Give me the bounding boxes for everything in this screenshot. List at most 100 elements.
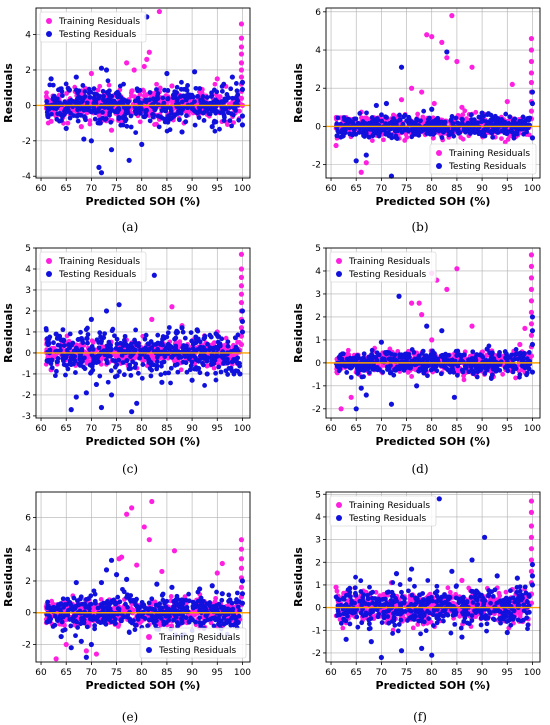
testing-point — [369, 347, 375, 353]
testing-point — [87, 362, 93, 368]
y-tick-label: -2 — [22, 137, 31, 147]
x-tick-label: 90 — [476, 184, 488, 194]
testing-point — [206, 111, 212, 117]
testing-point — [201, 117, 207, 123]
training-point — [219, 560, 225, 567]
testing-point — [235, 355, 241, 361]
testing-point — [174, 362, 180, 367]
testing-point — [194, 366, 200, 372]
training-point — [95, 87, 101, 93]
testing-point — [217, 126, 222, 132]
x-tick-label: 90 — [476, 424, 488, 434]
y-tick-label: 4 — [25, 545, 31, 555]
testing-point — [140, 362, 146, 367]
training-point — [171, 548, 178, 554]
testing-point — [414, 383, 420, 389]
testing-point — [398, 364, 404, 370]
testing-point — [482, 133, 488, 139]
testing-point — [73, 370, 78, 375]
testing-point — [234, 359, 240, 365]
x-tick-label: 60 — [35, 424, 47, 434]
training-point — [333, 142, 339, 149]
x-tick-label: 60 — [325, 424, 337, 434]
testing-point — [522, 365, 528, 371]
testing-point — [148, 373, 154, 379]
training-point — [429, 337, 435, 343]
testing-point — [369, 363, 375, 369]
testing-point — [55, 342, 61, 348]
x-tick-label: 75 — [401, 184, 412, 194]
training-point — [141, 88, 147, 94]
training-point — [156, 8, 162, 15]
testing-point — [411, 350, 417, 355]
training-point — [409, 85, 415, 91]
testing-point — [374, 116, 380, 121]
testing-point — [178, 86, 184, 92]
testing-point — [117, 99, 123, 105]
training-point — [238, 546, 245, 552]
training-point — [131, 67, 137, 73]
testing-point — [65, 85, 71, 91]
training-point — [87, 118, 93, 124]
testing-point — [112, 333, 117, 339]
training-point — [124, 60, 130, 66]
testing-point — [366, 134, 372, 140]
testing-point — [91, 100, 97, 106]
panel-c: 60 65 70 75 80 85 90 95 100-3-2-1012345Predicted… — [2, 244, 251, 448]
testing-point — [373, 102, 379, 109]
testing-point — [88, 316, 94, 322]
testing-point — [53, 105, 59, 111]
testing-point — [419, 128, 425, 134]
testing-point — [193, 85, 199, 91]
testing-point — [136, 341, 141, 347]
legend-marker-testing — [46, 31, 52, 37]
x-tick-label: 65 — [350, 424, 361, 434]
testing-point — [187, 92, 193, 98]
testing-point — [174, 84, 180, 90]
testing-point — [117, 83, 123, 89]
testing-point — [83, 327, 89, 332]
testing-point — [113, 345, 119, 351]
testing-point — [134, 86, 140, 92]
testing-point — [214, 89, 220, 95]
legend-label-training: Training Residuals — [58, 257, 140, 267]
x-tick-label: 85 — [161, 668, 172, 678]
testing-point — [106, 88, 112, 94]
testing-point — [459, 121, 464, 126]
testing-point — [44, 336, 50, 342]
testing-point — [474, 374, 480, 380]
testing-point — [379, 112, 384, 118]
training-point — [212, 81, 218, 87]
training-point — [528, 79, 535, 86]
testing-point — [363, 367, 368, 373]
training-point — [238, 291, 245, 297]
testing-point — [102, 105, 107, 110]
x-tick-label: 80 — [426, 184, 438, 194]
training-point — [152, 122, 157, 127]
testing-point — [490, 134, 496, 140]
testing-point — [229, 74, 235, 80]
testing-point — [154, 87, 159, 92]
testing-point — [169, 349, 175, 355]
testing-point — [239, 113, 246, 119]
testing-point — [98, 334, 104, 340]
y-tick-label: 2 — [25, 66, 31, 76]
testing-point — [80, 340, 86, 346]
testing-point — [48, 76, 54, 82]
testing-point — [45, 106, 51, 112]
testing-point — [192, 122, 198, 128]
testing-point — [45, 114, 51, 120]
testing-point — [50, 82, 56, 88]
y-tick-label: 0 — [315, 359, 321, 369]
testing-point — [215, 334, 221, 339]
legend-label-training: Training Residuals — [448, 149, 530, 159]
testing-point — [81, 355, 87, 361]
testing-point — [100, 88, 106, 94]
training-point — [78, 124, 84, 130]
testing-point — [220, 109, 226, 115]
legend-marker-training — [46, 18, 52, 24]
testing-point — [105, 353, 110, 359]
testing-point — [347, 356, 352, 362]
testing-point — [205, 341, 211, 347]
